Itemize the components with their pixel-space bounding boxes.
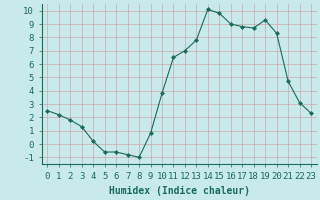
X-axis label: Humidex (Indice chaleur): Humidex (Indice chaleur)	[109, 186, 250, 196]
